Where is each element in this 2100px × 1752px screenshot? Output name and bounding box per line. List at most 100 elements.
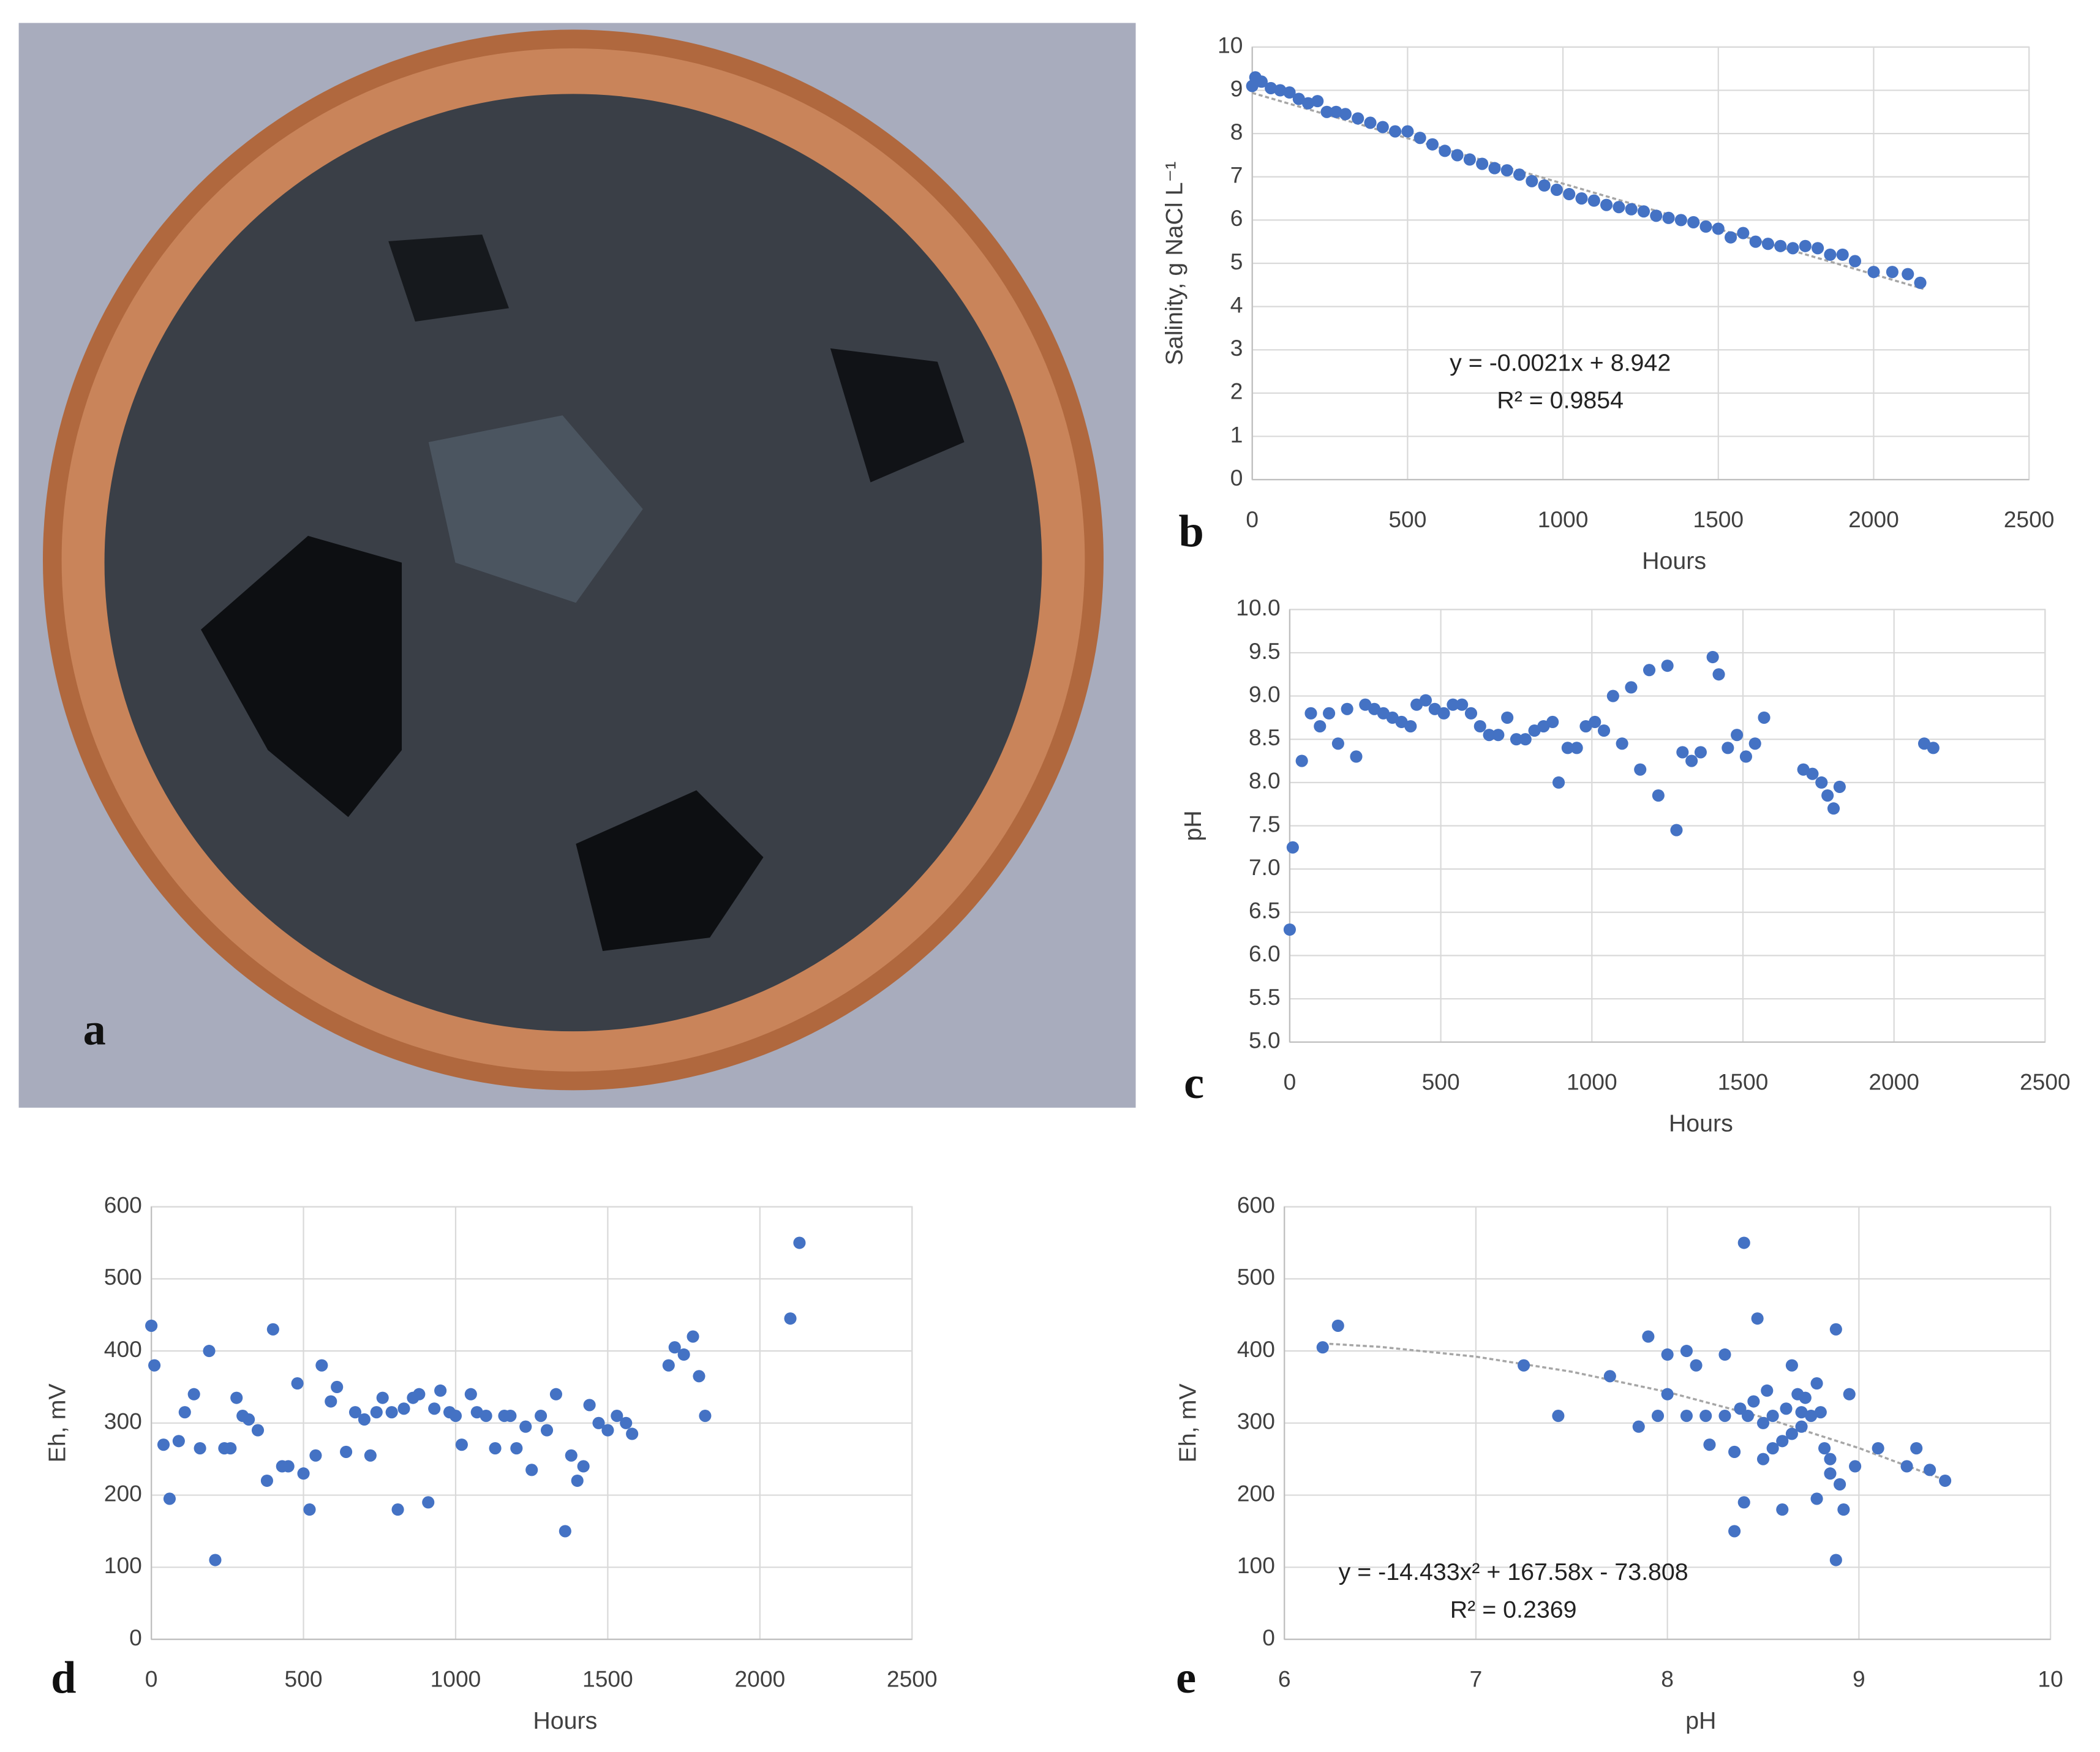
data-point xyxy=(1510,733,1523,746)
data-point xyxy=(422,1496,435,1509)
y-tick-label: 3 xyxy=(1230,335,1243,361)
data-point xyxy=(1437,707,1450,720)
data-point xyxy=(1833,780,1846,793)
data-point xyxy=(1939,1474,1952,1487)
data-point xyxy=(1330,105,1342,118)
y-tick-label: 10.0 xyxy=(1236,595,1280,620)
data-point xyxy=(565,1449,578,1462)
data-point xyxy=(1314,720,1327,733)
x-axis-label: Hours xyxy=(533,1707,597,1734)
data-point xyxy=(1331,737,1344,750)
x-tick-label: 1500 xyxy=(1693,506,1744,532)
data-point xyxy=(209,1554,222,1566)
data-point xyxy=(428,1402,441,1415)
data-point xyxy=(1849,1460,1862,1473)
data-point xyxy=(1712,668,1725,681)
cavity xyxy=(576,790,764,951)
cavity xyxy=(388,234,510,322)
panel-label: b xyxy=(1178,506,1203,557)
data-point xyxy=(1439,145,1451,157)
data-point xyxy=(1550,183,1563,196)
data-point xyxy=(1597,724,1611,737)
cavity xyxy=(201,536,402,818)
data-point xyxy=(1914,276,1927,289)
data-point xyxy=(1843,1388,1856,1400)
data-point xyxy=(1492,729,1505,742)
data-point xyxy=(1785,1427,1798,1440)
data-point xyxy=(364,1449,377,1462)
data-point xyxy=(325,1395,337,1408)
data-point xyxy=(1606,690,1619,702)
data-point xyxy=(1304,707,1317,720)
trendline xyxy=(1252,92,1924,290)
data-point xyxy=(1824,248,1837,261)
data-point xyxy=(1661,1348,1674,1361)
data-point xyxy=(1910,1442,1923,1455)
y-tick-label: 100 xyxy=(1237,1552,1275,1578)
data-point xyxy=(1699,1410,1712,1423)
data-point xyxy=(1652,789,1665,802)
data-point xyxy=(1661,660,1674,672)
data-point xyxy=(1728,1525,1741,1538)
data-point xyxy=(1676,746,1689,759)
data-point xyxy=(1643,664,1656,677)
data-point xyxy=(1651,1410,1665,1423)
data-point xyxy=(1718,1410,1731,1423)
y-axis-label: pH xyxy=(1180,810,1206,841)
data-point xyxy=(510,1442,523,1455)
data-point xyxy=(1463,153,1476,166)
y-tick-label: 0 xyxy=(1262,1625,1275,1650)
data-point xyxy=(1748,737,1761,750)
x-tick-label: 1000 xyxy=(431,1666,481,1692)
data-point xyxy=(1766,1410,1779,1423)
data-point xyxy=(1886,266,1899,279)
y-tick-label: 300 xyxy=(1237,1408,1275,1434)
y-tick-label: 7.5 xyxy=(1249,811,1281,837)
x-tick-label: 9 xyxy=(1853,1666,1865,1692)
data-point xyxy=(1518,1359,1530,1372)
data-point xyxy=(243,1413,255,1426)
panel-label: c xyxy=(1184,1058,1204,1108)
data-point xyxy=(1731,729,1744,742)
data-point xyxy=(1718,1348,1731,1361)
y-axis-label: Eh, mV xyxy=(1174,1383,1201,1463)
x-axis-label: Hours xyxy=(1669,1110,1733,1137)
data-point xyxy=(1670,824,1683,837)
data-point xyxy=(260,1474,273,1487)
x-tick-label: 500 xyxy=(1388,506,1426,532)
data-point xyxy=(489,1442,502,1455)
data-point xyxy=(303,1503,316,1516)
panel-label: a xyxy=(83,1005,106,1055)
x-tick-label: 2000 xyxy=(734,1666,785,1692)
data-point xyxy=(1323,707,1336,720)
data-point xyxy=(1818,1442,1831,1455)
data-point xyxy=(1339,108,1352,121)
data-point xyxy=(1419,694,1432,707)
x-tick-label: 1000 xyxy=(1567,1069,1617,1094)
data-point xyxy=(1575,192,1588,205)
data-point xyxy=(1483,729,1496,742)
data-point xyxy=(464,1388,477,1400)
data-point xyxy=(1687,216,1700,228)
y-tick-label: 0 xyxy=(1230,465,1243,491)
data-point xyxy=(413,1388,426,1400)
data-point xyxy=(1737,1236,1750,1249)
data-point xyxy=(611,1410,623,1423)
data-point xyxy=(297,1467,310,1480)
data-point xyxy=(1637,205,1650,218)
deposit-patch xyxy=(428,415,643,603)
data-point xyxy=(626,1427,639,1440)
data-point xyxy=(1352,112,1364,125)
data-point xyxy=(1292,92,1305,105)
trendline xyxy=(1322,1342,1946,1481)
data-point xyxy=(1552,1410,1565,1423)
data-point xyxy=(1786,242,1799,255)
x-tick-label: 6 xyxy=(1278,1666,1291,1692)
data-point xyxy=(793,1236,806,1249)
y-tick-label: 8.0 xyxy=(1249,768,1281,794)
x-tick-label: 1000 xyxy=(1538,506,1589,532)
chart: 0 100 200 300 400 500 600 0 500 1000 1500 2000 2500 H… xyxy=(44,1192,938,1734)
data-point xyxy=(592,1416,605,1429)
data-point xyxy=(157,1438,170,1451)
data-point xyxy=(1451,149,1464,162)
